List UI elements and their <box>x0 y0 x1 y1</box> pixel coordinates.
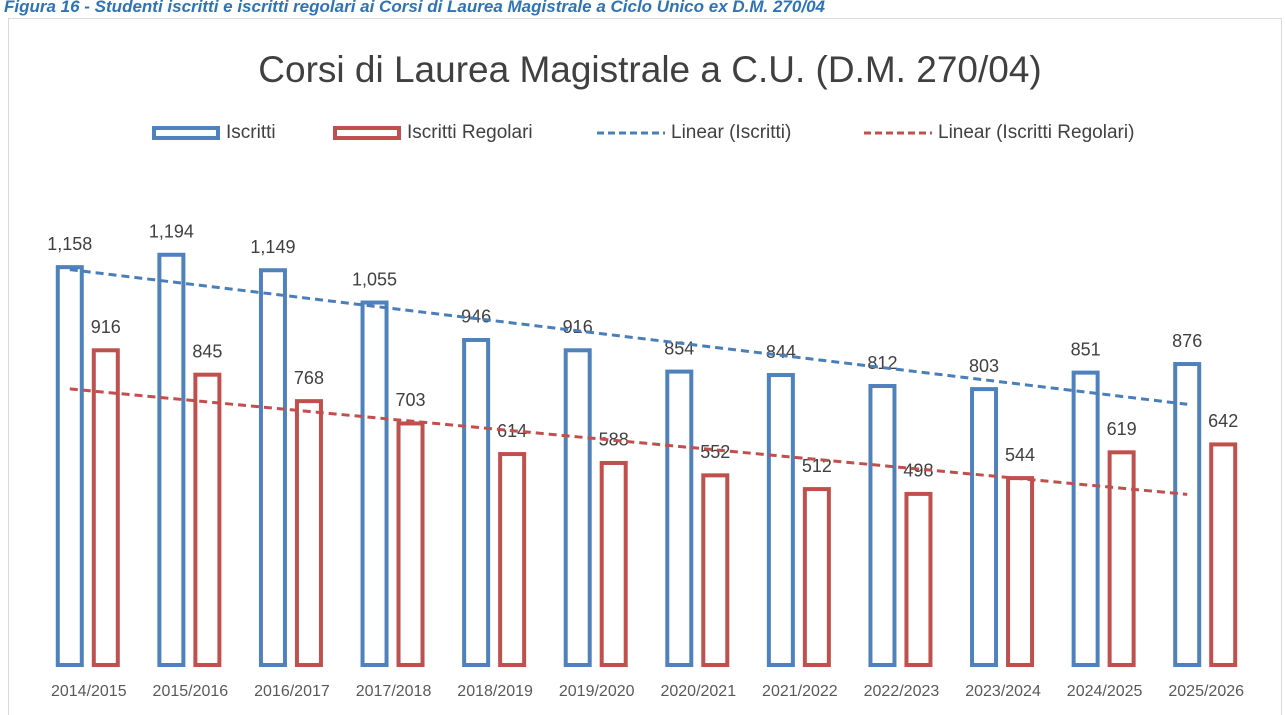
bar <box>1071 370 1100 667</box>
x-tick-label: 2020/2021 <box>660 683 736 700</box>
bar <box>904 491 933 667</box>
x-tick-label: 2018/2019 <box>457 683 533 700</box>
x-tick-label: 2025/2026 <box>1168 683 1244 700</box>
data-label: 1,055 <box>352 269 397 289</box>
figure-caption: Figura 16 - Studenti iscritti e iscritti… <box>4 0 826 16</box>
data-label: 642 <box>1208 411 1238 431</box>
data-label: 916 <box>91 317 121 337</box>
chart-border <box>8 18 1282 715</box>
bar <box>1107 450 1136 667</box>
legend-label: Iscritti <box>226 122 276 143</box>
bar <box>396 421 425 668</box>
bar <box>157 252 186 667</box>
bar <box>258 268 287 667</box>
data-label: 768 <box>294 368 324 388</box>
data-label: 851 <box>1071 339 1101 359</box>
bar <box>91 348 120 667</box>
x-tick-label: 2014/2015 <box>51 683 127 700</box>
data-label: 1,194 <box>149 222 194 242</box>
bar <box>1173 362 1202 667</box>
bar <box>766 373 795 667</box>
x-tick-label: 2022/2023 <box>864 683 940 700</box>
bar <box>1209 442 1238 668</box>
data-label: 916 <box>563 317 593 337</box>
bar <box>665 369 694 667</box>
bar <box>599 460 628 668</box>
data-label: 544 <box>1005 445 1035 465</box>
legend-label: Iscritti Regolari <box>407 122 533 143</box>
chart-title: Corsi di Laurea Magistrale a C.U. (D.M. … <box>258 49 1041 90</box>
bar <box>498 452 527 667</box>
trendline <box>69 387 1188 496</box>
data-label: 844 <box>766 342 796 362</box>
bar <box>868 384 897 667</box>
bar <box>462 337 491 667</box>
x-tick-label: 2021/2022 <box>762 683 838 700</box>
bar <box>193 372 222 667</box>
data-label: 803 <box>969 356 999 376</box>
bar <box>970 387 999 667</box>
data-label: 1,149 <box>250 237 295 257</box>
bar <box>55 265 84 667</box>
data-label: 552 <box>700 442 730 462</box>
bar <box>701 473 730 667</box>
legend-swatch <box>152 126 220 140</box>
x-tick-label: 2019/2020 <box>559 683 635 700</box>
data-label: 854 <box>664 338 694 358</box>
bar <box>563 348 592 667</box>
x-tick-label: 2023/2024 <box>965 683 1041 700</box>
data-label: 946 <box>461 307 491 327</box>
x-tick-label: 2017/2018 <box>356 683 432 700</box>
data-label: 845 <box>192 341 222 361</box>
legend-label: Linear (Iscritti) <box>671 122 791 143</box>
bar <box>360 300 389 667</box>
legend-swatch <box>333 126 401 140</box>
data-label: 498 <box>903 461 933 481</box>
bar <box>1006 476 1035 667</box>
legend: Iscritti Iscritti Regolari Linear (Iscritt… <box>152 122 1134 143</box>
bar <box>802 487 831 667</box>
trendline <box>69 268 1188 406</box>
data-label: 703 <box>396 390 426 410</box>
bar <box>294 399 323 667</box>
data-label: 812 <box>867 353 897 373</box>
x-tick-label: 2016/2017 <box>254 683 330 700</box>
x-tick-label: 2015/2016 <box>153 683 229 700</box>
data-label: 1,158 <box>47 234 92 254</box>
x-tick-label: 2024/2025 <box>1067 683 1143 700</box>
data-label: 876 <box>1172 331 1202 351</box>
data-label: 619 <box>1107 419 1137 439</box>
data-label: 512 <box>802 456 832 476</box>
plot-area: 1,158 1,194 1,149 1,055 946 916 854 844 812 803 85… <box>47 222 1244 701</box>
legend-label: Linear (Iscritti Regolari) <box>938 122 1134 143</box>
